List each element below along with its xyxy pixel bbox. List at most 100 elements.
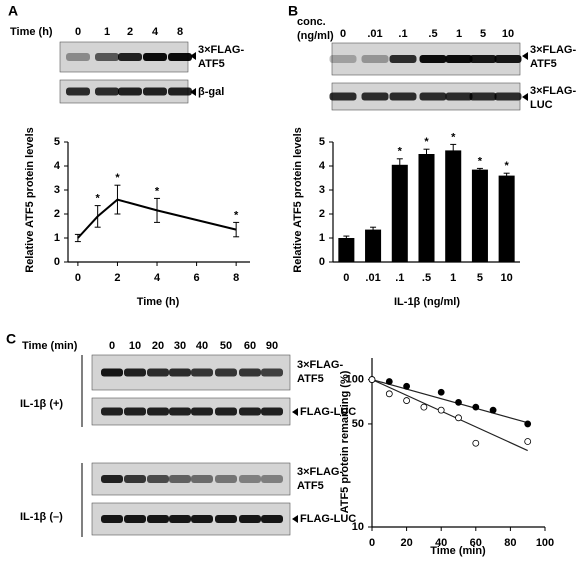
data-point xyxy=(455,398,462,406)
blot-band xyxy=(191,475,213,483)
lane-title: Time (h) xyxy=(10,26,53,38)
blot-band xyxy=(147,515,169,523)
blot-band xyxy=(66,87,90,96)
data-point xyxy=(420,403,428,411)
panel-label: A xyxy=(8,3,18,19)
blot-band xyxy=(419,92,447,101)
blot-band xyxy=(389,92,417,101)
y-axis-label: Relative ATF5 protein levels xyxy=(292,127,304,273)
blot-band xyxy=(118,53,142,61)
y-tick-label: 50 xyxy=(352,418,364,430)
blot-band xyxy=(239,368,261,377)
lane-label: 90 xyxy=(266,340,278,352)
x-tick-label: 6 xyxy=(194,272,200,284)
y-tick-label: 2 xyxy=(54,208,60,220)
lane-title: conc. xyxy=(297,16,326,28)
blot-label: ATF5 xyxy=(198,58,225,70)
blot-band xyxy=(494,92,522,101)
bar xyxy=(418,154,435,262)
y-axis-label: Relative ATF5 protein levels xyxy=(24,127,36,273)
arrowhead xyxy=(522,93,528,101)
blot-band xyxy=(445,55,473,63)
data-point xyxy=(385,378,393,385)
y-tick-label: 100 xyxy=(346,373,364,385)
x-tick-label: 0 xyxy=(75,272,81,284)
blot-band xyxy=(239,407,261,416)
y-tick-label: 2 xyxy=(319,208,325,220)
blot-band xyxy=(389,55,417,63)
bar xyxy=(391,164,408,262)
x-tick-label: 100 xyxy=(536,537,554,549)
lane-label: 0 xyxy=(109,340,115,352)
x-tick-label: 8 xyxy=(233,272,239,284)
data-point xyxy=(524,420,532,428)
y-tick-label: 1 xyxy=(54,232,60,244)
blot-band xyxy=(239,515,261,523)
lane-label: 60 xyxy=(244,340,256,352)
blot-band xyxy=(95,87,119,96)
blot-band xyxy=(147,475,169,483)
blot-band xyxy=(147,407,169,416)
y-axis-label: ATF5 protein remaining (%) xyxy=(339,370,351,513)
blot-band xyxy=(261,407,283,416)
arrowhead xyxy=(190,52,196,60)
lane-title: Time (min) xyxy=(22,340,78,352)
lane-label: 30 xyxy=(174,340,186,352)
blot-band xyxy=(101,515,123,523)
significance-marker: * xyxy=(155,185,160,197)
significance-marker: * xyxy=(505,160,510,172)
lane-label: 20 xyxy=(152,340,164,352)
data-point xyxy=(455,414,462,422)
blot-label: 3×FLAG- xyxy=(198,44,244,56)
x-tick-label: 5 xyxy=(477,272,483,284)
blot-band xyxy=(169,368,191,377)
x-tick-label: 80 xyxy=(504,537,516,549)
x-axis-label: Time (h) xyxy=(137,296,180,308)
bar xyxy=(338,238,355,262)
blot-band xyxy=(239,475,261,483)
y-tick-label: 0 xyxy=(54,256,60,268)
blot-label: ATF5 xyxy=(530,58,557,70)
y-tick-label: 5 xyxy=(54,136,60,148)
blot-band xyxy=(124,475,146,483)
data-point xyxy=(385,390,393,398)
lane-label: 10 xyxy=(502,28,514,40)
blot-band xyxy=(169,515,191,523)
y-tick-label: 4 xyxy=(319,160,326,172)
blot-band xyxy=(168,53,192,61)
data-point xyxy=(472,439,480,447)
blot-band xyxy=(191,515,213,523)
blot-label: 3×FLAG- xyxy=(297,359,343,371)
x-tick-label: 40 xyxy=(435,537,447,549)
fit-line xyxy=(371,379,528,452)
y-tick-label: 3 xyxy=(319,184,325,196)
x-tick-label: 60 xyxy=(470,537,482,549)
y-tick-label: 3 xyxy=(54,184,60,196)
significance-marker: * xyxy=(424,136,429,148)
bar xyxy=(471,169,488,262)
significance-marker: * xyxy=(478,155,483,167)
lane-label: 4 xyxy=(152,26,159,38)
blot-band xyxy=(261,368,283,377)
significance-marker: * xyxy=(451,131,456,143)
blot-band xyxy=(445,92,473,101)
lane-label: 0 xyxy=(75,26,81,38)
arrowhead xyxy=(292,515,298,523)
blot-label: 3×FLAG- xyxy=(530,44,576,56)
significance-marker: * xyxy=(96,193,101,205)
blot-band xyxy=(215,475,237,483)
blot-band xyxy=(329,55,357,63)
blot-band xyxy=(143,87,167,96)
x-tick-label: 4 xyxy=(154,272,161,284)
lane-label: .5 xyxy=(428,28,437,40)
x-tick-label: 0 xyxy=(343,272,349,284)
x-axis-label: IL-1β (ng/ml) xyxy=(394,296,460,308)
arrowhead xyxy=(522,52,528,60)
blot-band xyxy=(215,407,237,416)
x-axis-label: Time (min) xyxy=(430,545,486,557)
x-tick-label: .01 xyxy=(365,272,380,284)
lane-label: 50 xyxy=(220,340,232,352)
blot-band xyxy=(191,368,213,377)
lane-label: 0 xyxy=(340,28,346,40)
blot-band xyxy=(361,92,389,101)
